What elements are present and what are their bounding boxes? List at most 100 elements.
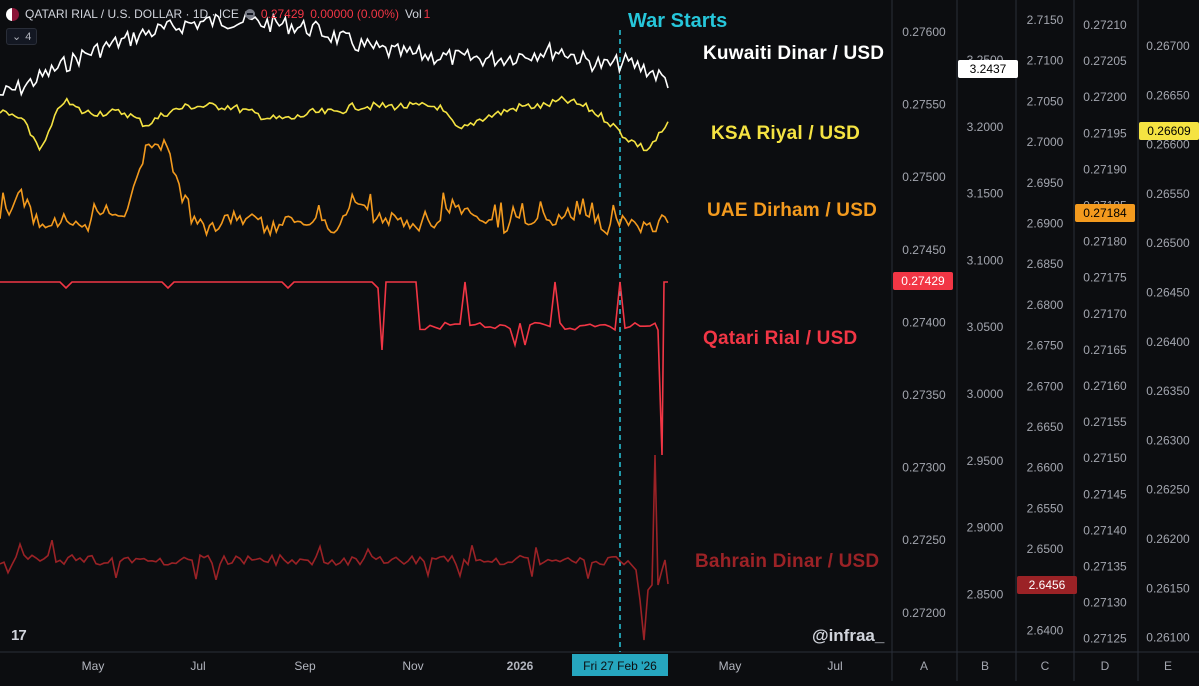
label-bahrain-dinar: Bahrain Dinar / USD: [695, 551, 880, 572]
time-axis-label: 2026: [507, 659, 534, 673]
aed-last-value-tag: 0.27184: [1083, 206, 1127, 220]
series-line-bahrain-dinar[interactable]: [0, 454, 669, 641]
axis-E-tick-label: 0.26550: [1146, 187, 1190, 201]
price-axis-pane[interactable]: [1016, 0, 1074, 652]
series-line-ksa-riyal[interactable]: [0, 95, 669, 152]
axis-D-tick-label: 0.27130: [1083, 596, 1127, 610]
axis-C-tick-label: 2.6500: [1027, 542, 1064, 556]
axis-C-tick-label: 2.6900: [1027, 217, 1064, 231]
axis-D-tick-label: 0.27175: [1083, 271, 1127, 285]
axis-A-tick-label: 0.27250: [902, 533, 946, 547]
axis-D-tick-label: 0.27200: [1083, 90, 1127, 104]
indicators-count: 4: [25, 30, 32, 43]
axis-B-tick-label: 3.1000: [967, 253, 1004, 267]
axis-B-tick-label: 3.0000: [967, 387, 1004, 401]
axis-E-tick-label: 0.26450: [1146, 286, 1190, 300]
series-line-uae-dirham[interactable]: [0, 137, 669, 238]
axis-D-tick-label: 0.27190: [1083, 162, 1127, 176]
axis-C-tick-label: 2.6750: [1027, 339, 1064, 353]
time-axis-label: Nov: [402, 659, 423, 673]
symbol-header[interactable]: QATARI RIAL / U.S. DOLLAR · 1D · ICE 0.2…: [6, 5, 430, 23]
axis-C-tick-label: 2.6700: [1027, 379, 1064, 393]
axis-E-tick-label: 0.26400: [1146, 335, 1190, 349]
axis-C-tick-label: 2.6650: [1027, 420, 1064, 434]
qatar-flag-icon: [6, 7, 19, 21]
label-qatari-rial: Qatari Rial / USD: [703, 328, 858, 349]
axis-C-tick-label: 2.7100: [1027, 54, 1064, 68]
axis-B-tick-label: 3.0500: [967, 320, 1004, 334]
axis-B-tick-label: 2.9000: [967, 521, 1004, 535]
axis-C-tick-label: 2.6600: [1027, 461, 1064, 475]
axis-D-footer-label[interactable]: D: [1101, 659, 1110, 673]
symbol-title[interactable]: QATARI RIAL / U.S. DOLLAR · 1D · ICE: [25, 7, 239, 21]
axis-E-tick-label: 0.26350: [1146, 384, 1190, 398]
axis-D-tick-label: 0.27205: [1083, 54, 1127, 68]
axis-A-tick-label: 0.27500: [902, 170, 946, 184]
qar-last-value-tag: 0.27429: [901, 274, 945, 288]
price-axis-pane[interactable]: [957, 0, 1016, 652]
tradingview-logo-icon[interactable]: 17: [11, 627, 27, 644]
time-axis-label: Jul: [190, 659, 205, 673]
axis-E-tick-label: 0.26250: [1146, 483, 1190, 497]
axis-D-tick-label: 0.27160: [1083, 379, 1127, 393]
series-line-kuwaiti-dinar[interactable]: [0, 10, 669, 97]
bhd-last-value-tag: 2.6456: [1029, 578, 1066, 592]
axis-E-tick-label: 0.26300: [1146, 433, 1190, 447]
price-axis-pane[interactable]: [1074, 0, 1138, 652]
axis-A-tick-label: 0.27350: [902, 388, 946, 402]
axis-C-tick-label: 2.7000: [1027, 135, 1064, 149]
axis-A-tick-label: 0.27200: [902, 606, 946, 620]
axis-D-tick-label: 0.27150: [1083, 451, 1127, 465]
axis-B-tick-label: 3.1500: [967, 187, 1004, 201]
axis-C-tick-label: 2.6400: [1027, 624, 1064, 638]
axis-E-tick-label: 0.26600: [1146, 138, 1190, 152]
axis-C-tick-label: 2.7050: [1027, 94, 1064, 108]
axis-E-footer-label[interactable]: E: [1164, 659, 1172, 673]
axis-E-tick-label: 0.26500: [1146, 236, 1190, 250]
axis-C-tick-label: 2.6850: [1027, 257, 1064, 271]
price-change: 0.00000 (0.00%): [310, 7, 399, 21]
axis-B-footer-label[interactable]: B: [981, 659, 989, 673]
axis-B-tick-label: 2.9500: [967, 454, 1004, 468]
axis-C-tick-label: 2.6550: [1027, 501, 1064, 515]
indicators-toggle[interactable]: ⌄ 4: [6, 28, 38, 45]
market-closed-icon: [244, 9, 255, 19]
axis-E-tick-label: 0.26100: [1146, 631, 1190, 645]
axis-D-tick-label: 0.27135: [1083, 560, 1127, 574]
axis-C-tick-label: 2.7150: [1027, 13, 1064, 27]
axis-A-tick-label: 0.27550: [902, 98, 946, 112]
kwd-last-value-tag: 3.2437: [970, 62, 1007, 76]
series-line-qatari-rial[interactable]: [0, 281, 668, 456]
axis-B-tick-label: 3.2000: [967, 120, 1004, 134]
axis-D-tick-label: 0.27165: [1083, 343, 1127, 357]
axis-B-tick-label: 2.8500: [967, 587, 1004, 601]
axis-D-tick-label: 0.27145: [1083, 487, 1127, 501]
axis-C-footer-label[interactable]: C: [1041, 659, 1050, 673]
last-price: 0.27429: [260, 7, 305, 21]
volume-value: 1: [423, 7, 431, 21]
time-axis-label: Sep: [294, 659, 316, 673]
price-axis-pane[interactable]: [1138, 0, 1199, 652]
sar-last-value-tag-bg: [1139, 122, 1199, 140]
axis-D-tick-label: 0.27155: [1083, 415, 1127, 429]
volume-label[interactable]: Vol: [404, 7, 422, 21]
price-axis-pane[interactable]: [892, 0, 957, 652]
axis-D-tick-label: 0.27140: [1083, 523, 1127, 537]
event-label: War Starts: [628, 10, 728, 32]
chevron-down-icon: ⌄: [12, 31, 22, 43]
axis-A-tick-label: 0.27400: [902, 315, 946, 329]
axis-A-tick-label: 0.27600: [902, 25, 946, 39]
axis-E-tick-label: 0.26650: [1146, 88, 1190, 102]
axis-D-tick-label: 0.27170: [1083, 307, 1127, 321]
axis-A-footer-label[interactable]: A: [920, 659, 928, 673]
watermark-handle: @infraa_: [812, 626, 885, 645]
axis-D-tick-label: 0.27180: [1083, 235, 1127, 249]
axis-E-tick-label: 0.26150: [1146, 581, 1190, 595]
event-date-tag[interactable]: Fri 27 Feb '26: [583, 659, 657, 673]
axis-D-tick-label: 0.27210: [1083, 18, 1127, 32]
sar-last-value-tag: 0.26609: [1147, 124, 1191, 138]
axis-D-tick-label: 0.27195: [1083, 126, 1127, 140]
bhd-last-value-tag-bg: [1017, 576, 1077, 594]
